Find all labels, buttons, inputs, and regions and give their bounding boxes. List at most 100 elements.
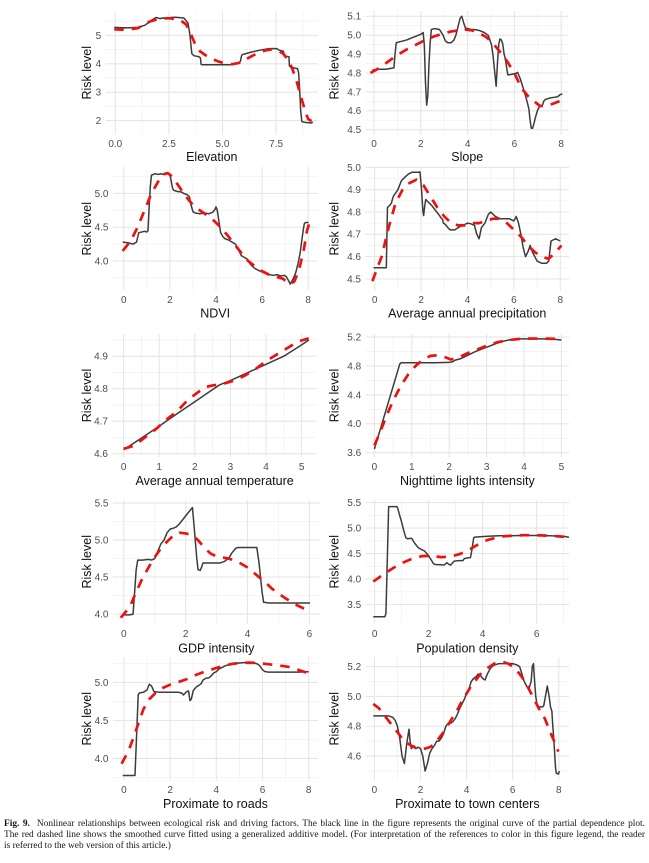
svg-text:8: 8 (558, 295, 564, 306)
svg-text:4.4: 4.4 (347, 390, 361, 401)
svg-text:4.7: 4.7 (94, 417, 108, 428)
svg-text:8: 8 (305, 295, 311, 306)
svg-text:Nighttime lights intensity: Nighttime lights intensity (400, 474, 536, 488)
svg-text:5.0: 5.0 (347, 523, 361, 534)
svg-text:6: 6 (511, 295, 517, 306)
svg-text:Risk level: Risk level (328, 535, 342, 589)
svg-text:4: 4 (465, 139, 471, 150)
svg-text:4.6: 4.6 (94, 449, 108, 460)
svg-text:4.8: 4.8 (347, 68, 361, 79)
svg-text:Risk level: Risk level (80, 46, 94, 100)
svg-text:0: 0 (121, 462, 127, 473)
svg-text:0: 0 (372, 629, 378, 640)
svg-text:4: 4 (521, 462, 527, 473)
svg-text:Elevation: Elevation (186, 150, 237, 164)
svg-text:5.0: 5.0 (95, 536, 109, 547)
svg-text:4.5: 4.5 (95, 223, 109, 234)
svg-text:0: 0 (121, 629, 127, 640)
svg-text:6: 6 (534, 629, 540, 640)
svg-text:4.9: 4.9 (347, 185, 361, 196)
svg-text:4.8: 4.8 (347, 722, 361, 733)
svg-text:2: 2 (426, 629, 432, 640)
svg-text:Risk level: Risk level (328, 46, 342, 100)
svg-text:5.0: 5.0 (347, 692, 361, 703)
svg-text:7.5: 7.5 (269, 139, 283, 150)
svg-text:0: 0 (121, 785, 127, 796)
svg-text:GDP intensity: GDP intensity (178, 641, 255, 655)
svg-text:4.5: 4.5 (347, 125, 361, 136)
svg-text:2.5: 2.5 (162, 139, 176, 150)
svg-text:0: 0 (372, 785, 378, 796)
svg-text:6: 6 (510, 785, 516, 796)
svg-text:Risk level: Risk level (328, 369, 342, 423)
svg-text:3: 3 (228, 462, 234, 473)
svg-text:5: 5 (96, 31, 102, 42)
svg-text:3.6: 3.6 (347, 448, 361, 459)
svg-text:5.5: 5.5 (347, 498, 361, 509)
svg-text:Risk level: Risk level (80, 202, 94, 256)
svg-text:4.9: 4.9 (347, 50, 361, 61)
svg-text:4.9: 4.9 (94, 352, 108, 363)
svg-text:4.8: 4.8 (94, 384, 108, 395)
svg-text:5.0: 5.0 (347, 163, 361, 174)
svg-text:5.0: 5.0 (216, 139, 230, 150)
svg-text:Population density: Population density (416, 641, 519, 655)
svg-text:4: 4 (245, 629, 251, 640)
svg-text:6: 6 (259, 295, 265, 306)
svg-text:4: 4 (480, 629, 486, 640)
svg-text:4.6: 4.6 (347, 252, 361, 263)
svg-text:6: 6 (307, 629, 313, 640)
svg-text:4.7: 4.7 (347, 230, 361, 241)
svg-text:4.6: 4.6 (347, 106, 361, 117)
svg-text:1: 1 (409, 462, 415, 473)
svg-text:Risk level: Risk level (328, 202, 342, 256)
svg-text:Proximate to town centers: Proximate to town centers (395, 797, 540, 811)
svg-text:4.0: 4.0 (95, 610, 109, 621)
svg-text:2: 2 (167, 785, 173, 796)
svg-text:4: 4 (263, 462, 269, 473)
svg-text:4: 4 (214, 785, 220, 796)
svg-text:2: 2 (183, 629, 189, 640)
svg-text:3: 3 (484, 462, 490, 473)
svg-text:4.5: 4.5 (347, 274, 361, 285)
svg-text:5.0: 5.0 (95, 189, 109, 200)
svg-text:Average annual precipitation: Average annual precipitation (388, 306, 546, 320)
svg-text:Average annual temperature: Average annual temperature (135, 474, 293, 488)
svg-text:4: 4 (96, 59, 102, 70)
svg-text:1: 1 (156, 462, 162, 473)
svg-text:0: 0 (371, 139, 377, 150)
svg-text:5.5: 5.5 (95, 499, 109, 510)
svg-text:Risk level: Risk level (80, 535, 94, 589)
svg-text:4.5: 4.5 (95, 716, 109, 727)
svg-text:6: 6 (512, 139, 518, 150)
svg-text:5.0: 5.0 (95, 678, 109, 689)
svg-text:Risk level: Risk level (80, 369, 94, 423)
svg-text:4.5: 4.5 (95, 573, 109, 584)
svg-text:4.7: 4.7 (347, 87, 361, 98)
svg-text:5.2: 5.2 (347, 662, 361, 673)
svg-text:4: 4 (465, 295, 471, 306)
svg-text:2: 2 (96, 116, 102, 127)
svg-text:3: 3 (96, 88, 102, 99)
svg-text:4.8: 4.8 (347, 361, 361, 372)
svg-text:4.0: 4.0 (347, 574, 361, 585)
svg-text:8: 8 (558, 139, 564, 150)
svg-text:5: 5 (299, 462, 305, 473)
svg-text:8: 8 (306, 785, 312, 796)
svg-text:0: 0 (372, 462, 378, 473)
svg-text:Proximate to roads: Proximate to roads (163, 797, 268, 811)
svg-text:Risk level: Risk level (80, 692, 94, 746)
svg-text:5: 5 (559, 462, 565, 473)
svg-text:0: 0 (372, 295, 378, 306)
svg-text:2: 2 (418, 295, 424, 306)
svg-text:4.5: 4.5 (347, 549, 361, 560)
svg-text:4: 4 (464, 785, 470, 796)
svg-text:4.0: 4.0 (95, 754, 109, 765)
svg-text:5.1: 5.1 (347, 12, 361, 23)
svg-text:2: 2 (192, 462, 198, 473)
svg-text:4.0: 4.0 (95, 257, 109, 268)
svg-text:0: 0 (121, 295, 127, 306)
svg-text:4: 4 (213, 295, 219, 306)
svg-text:4.8: 4.8 (347, 207, 361, 218)
svg-text:5.0: 5.0 (347, 31, 361, 42)
